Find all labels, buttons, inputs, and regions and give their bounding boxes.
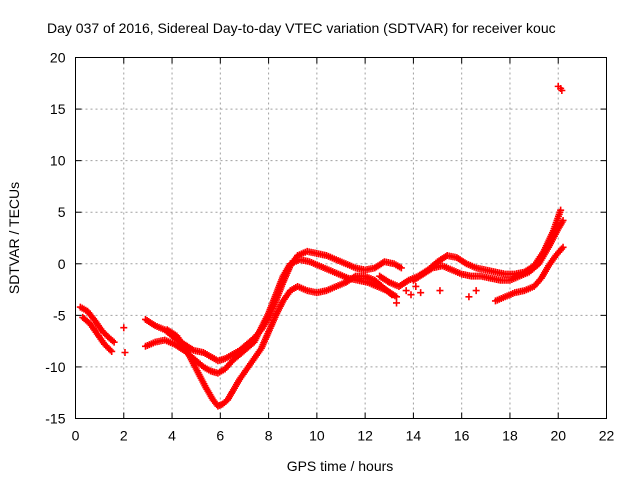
series-track-g [409, 216, 567, 284]
x-tick-label: 16 [454, 428, 470, 444]
y-tick-label: 0 [58, 256, 66, 272]
data-point [120, 324, 128, 332]
data-point [417, 289, 425, 297]
series-track-h [491, 243, 567, 305]
data-point [465, 293, 473, 301]
y-tick-label: 10 [50, 153, 66, 169]
x-tick-label: 22 [599, 428, 615, 444]
axis-ticks: 0 2 4 6 8 10 12 14 16 18 20 22 -15 -10 -5 0 5 10 15 20 [45, 50, 614, 444]
y-tick-label: 15 [50, 101, 66, 117]
data-point [559, 216, 567, 224]
x-tick-label: 10 [309, 428, 325, 444]
data-points [76, 82, 567, 410]
y-tick-label: -15 [45, 411, 65, 427]
data-point [472, 287, 480, 295]
x-tick-label: 6 [216, 428, 224, 444]
x-axis-title: GPS time / hours [287, 458, 394, 474]
x-tick-label: 0 [72, 428, 80, 444]
series-track-a [76, 303, 118, 346]
chart-title: Day 037 of 2016, Sidereal Day-to-day VTE… [47, 20, 556, 36]
x-tick-label: 4 [168, 428, 176, 444]
data-point [110, 338, 118, 346]
y-tick-label: 5 [58, 204, 66, 220]
series-outliers [120, 82, 566, 356]
data-point [386, 289, 394, 297]
data-point [393, 299, 401, 307]
data-point [388, 291, 396, 299]
x-tick-label: 14 [406, 428, 422, 444]
data-point [106, 346, 114, 354]
data-point [108, 347, 116, 355]
data-point [436, 287, 444, 295]
x-tick-label: 20 [550, 428, 566, 444]
data-point [557, 206, 565, 214]
x-tick-label: 8 [265, 428, 273, 444]
data-point [397, 264, 405, 272]
data-point [407, 291, 415, 299]
plot-frame [75, 57, 607, 419]
y-tick-label: 20 [50, 50, 66, 66]
x-tick-label: 12 [357, 428, 373, 444]
data-point [559, 243, 567, 251]
series-track-e [163, 272, 396, 410]
data-point [412, 282, 420, 290]
y-tick-label: -5 [53, 307, 66, 323]
data-point [121, 348, 129, 356]
grid [75, 57, 607, 419]
series-track-b [79, 313, 116, 355]
x-tick-label: 2 [120, 428, 128, 444]
x-tick-label: 18 [502, 428, 518, 444]
data-point [393, 293, 401, 301]
data-point [558, 87, 566, 95]
y-tick-label: -10 [45, 359, 65, 375]
data-point [402, 287, 410, 295]
y-axis-title: SDTVAR / TECUs [6, 182, 22, 294]
